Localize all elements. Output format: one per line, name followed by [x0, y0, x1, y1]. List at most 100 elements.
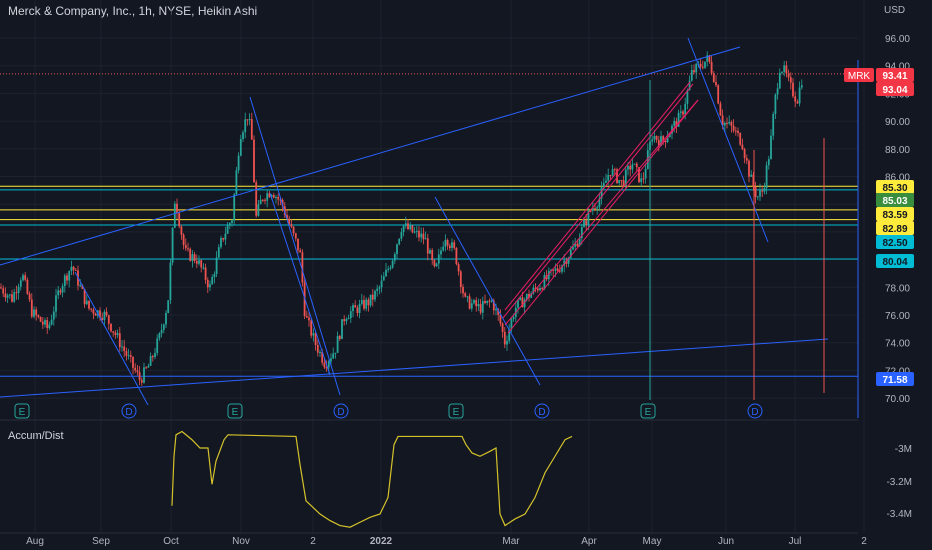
candle [462, 286, 464, 294]
candle [475, 300, 478, 307]
candle [721, 115, 724, 126]
candle [431, 250, 434, 261]
candle [50, 319, 53, 325]
candle [114, 332, 117, 335]
candle [411, 225, 414, 233]
candle [523, 299, 526, 308]
candle [136, 370, 139, 373]
candle [134, 367, 137, 371]
candle [567, 257, 570, 264]
candle [521, 297, 524, 308]
candle [6, 295, 9, 298]
candle [726, 122, 728, 124]
earnings-icon [640, 403, 656, 419]
candle [468, 296, 471, 309]
candle [28, 293, 31, 300]
candle [796, 101, 799, 104]
candle [105, 311, 108, 316]
candle [68, 271, 71, 281]
dividend-icon [333, 403, 349, 419]
candle [668, 133, 671, 138]
candle [763, 188, 766, 192]
candle [325, 367, 328, 369]
candle [591, 208, 594, 211]
y-tick-label: 96.00 [885, 34, 910, 45]
candle [81, 285, 84, 289]
candle [8, 294, 11, 296]
candle [369, 294, 372, 306]
candle [459, 271, 462, 287]
candle [184, 245, 187, 249]
candle [24, 275, 27, 280]
candle [204, 267, 207, 280]
candle [429, 250, 431, 254]
candle [343, 319, 346, 322]
candle [440, 250, 442, 255]
candle [783, 65, 786, 72]
candle [596, 207, 599, 209]
candle [52, 311, 55, 320]
channel-line-upper [502, 83, 694, 319]
x-tick-label: Sep [92, 536, 110, 547]
candle [794, 96, 797, 102]
price-label-box [876, 207, 914, 221]
candle [292, 226, 295, 234]
candle [598, 198, 601, 208]
trend-line [249, 96, 341, 396]
price-label: 93.41 [882, 71, 907, 82]
candle [455, 247, 458, 265]
indicator-tick-label: -3M [895, 444, 912, 455]
candle [638, 167, 640, 183]
candle [41, 321, 44, 325]
candle [121, 346, 123, 348]
candle [92, 309, 95, 314]
candle [72, 266, 75, 270]
candle [167, 300, 170, 313]
candle [17, 286, 20, 294]
candle [11, 294, 13, 302]
candle [37, 315, 40, 317]
price-label: 83.59 [882, 210, 907, 221]
candle [594, 208, 596, 210]
candle [356, 307, 359, 314]
trend-drawings [0, 37, 829, 406]
candle [180, 226, 183, 235]
candle [396, 244, 398, 255]
candle [15, 292, 18, 294]
candle [620, 180, 623, 182]
trend-line [0, 46, 741, 266]
candle [589, 210, 592, 212]
chart-title: Merck & Company, Inc., 1h, NYSE, Heikin … [8, 4, 258, 18]
candle [433, 260, 436, 267]
candle [286, 215, 288, 219]
candle [94, 313, 97, 316]
candle [501, 323, 504, 332]
candle [486, 300, 489, 303]
event-marker-label: E [232, 407, 239, 418]
candle [178, 213, 181, 227]
candle [371, 294, 374, 300]
candle [424, 238, 427, 240]
candle [552, 269, 555, 271]
candle [679, 111, 682, 113]
candle [255, 182, 258, 216]
candle [314, 333, 317, 346]
candle [272, 195, 275, 198]
candle [147, 365, 150, 368]
candle [321, 351, 324, 363]
candle [30, 299, 33, 317]
candle [778, 72, 781, 89]
candle [365, 299, 368, 309]
candle [312, 333, 315, 336]
axes: 96.0094.0092.0090.0088.0086.0084.0082.00… [26, 34, 912, 547]
candle [129, 355, 132, 357]
x-tick-label: Jul [789, 536, 802, 547]
candle [660, 136, 662, 146]
candle [739, 133, 742, 145]
candle [294, 233, 297, 239]
candle [33, 309, 35, 317]
candle [699, 63, 702, 67]
y-tick-label: 74.00 [885, 339, 910, 350]
